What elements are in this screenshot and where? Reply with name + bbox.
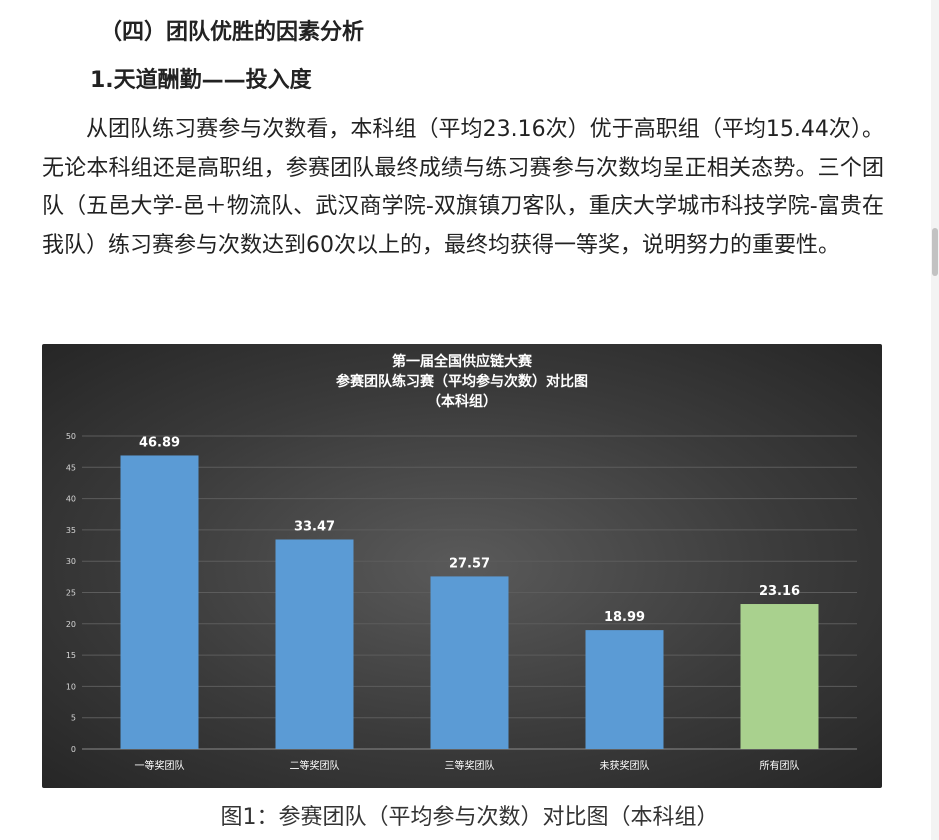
sub-heading: 1.天道酬勤——投入度	[90, 68, 312, 93]
section-heading: （四）团队优胜的因素分析	[100, 20, 365, 45]
body-paragraph: 从团队练习赛参与次数看，本科组（平均23.16次）优于高职组（平均15.44次）…	[42, 117, 884, 258]
chart-title-line: 参赛团队练习赛（平均参与次数）对比图	[336, 373, 588, 390]
y-tick-label: 35	[66, 526, 76, 535]
bar	[275, 539, 354, 749]
y-tick-label: 15	[66, 651, 76, 660]
y-tick-label: 10	[66, 682, 76, 691]
bar-value-label: 33.47	[294, 519, 335, 534]
scrollbar-track[interactable]	[931, 0, 939, 840]
figure-caption: 图1：参赛团队（平均参与次数）对比图（本科组）	[220, 805, 719, 830]
bar-value-label: 46.89	[139, 435, 180, 450]
bar-value-label: 18.99	[604, 610, 645, 625]
y-tick-label: 25	[66, 589, 76, 598]
bar	[430, 576, 509, 749]
y-tick-label: 40	[66, 495, 76, 504]
chart-title-line: 第一届全国供应链大赛	[392, 353, 533, 370]
x-category-label: 未获奖团队	[600, 759, 650, 772]
x-category-label: 三等奖团队	[445, 759, 495, 772]
bar	[585, 630, 664, 749]
bar	[120, 455, 199, 749]
y-tick-label: 20	[66, 620, 76, 629]
bar-value-label: 23.16	[759, 584, 800, 599]
scrollbar-thumb[interactable]	[932, 228, 938, 276]
y-tick-label: 5	[71, 714, 76, 723]
x-category-label: 一等奖团队	[135, 759, 185, 772]
bar-value-label: 27.57	[449, 556, 490, 571]
chart-title-line: （本科组）	[427, 393, 497, 410]
x-category-label: 二等奖团队	[290, 759, 340, 772]
y-tick-label: 45	[66, 463, 76, 472]
y-tick-label: 50	[66, 432, 76, 441]
y-tick-label: 30	[66, 557, 76, 566]
bar	[740, 604, 819, 749]
x-category-label: 所有团队	[760, 759, 800, 772]
y-tick-label: 0	[71, 745, 76, 754]
bar-chart: 第一届全国供应链大赛参赛团队练习赛（平均参与次数）对比图 （本科组） 0 5 10 15…	[42, 344, 882, 788]
